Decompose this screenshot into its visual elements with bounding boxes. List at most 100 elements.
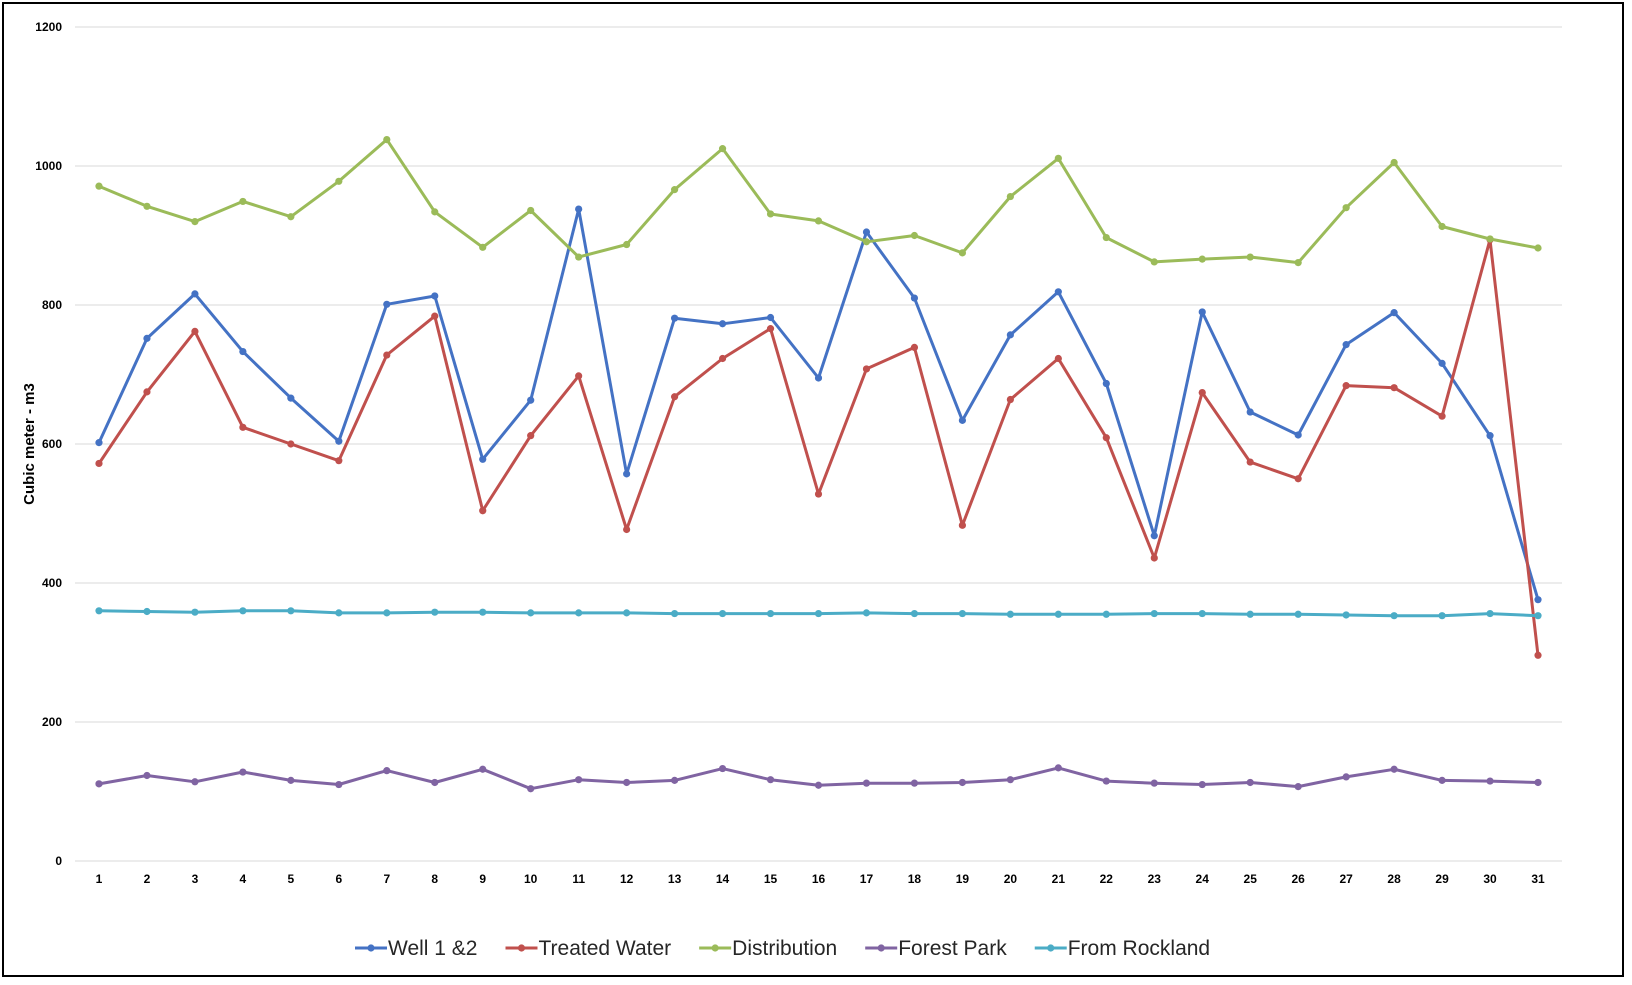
data-point-forest-park-29 [1438,776,1446,784]
data-point-forest-park-31 [1534,778,1542,787]
data-point-distribution-22 [1102,233,1110,242]
x-tick-label-25: 25 [1244,872,1258,886]
y-tick-label-800: 800 [42,298,62,312]
x-tick-label-21: 21 [1052,872,1066,886]
data-point-from-rockland-28 [1390,612,1398,620]
x-axis-ticks: 1 2 3 4 5 6 7 8 9 10 11 12 13 14 15 16 17 18 19 20 21 22 23 24 2… [96,872,1545,886]
y-axis-label: Cubic meter - m3 [21,383,38,505]
data-point-treated-water-16 [814,490,823,498]
x-tick-label-12: 12 [620,872,634,886]
data-point-well-1-2-8 [431,292,439,300]
data-point-forest-park-10 [527,785,535,793]
y-tick-label-200: 200 [42,715,62,729]
y-tick-label-1200: 1200 [35,20,62,34]
data-point-well-1-2-18 [910,294,919,302]
data-point-distribution-30 [1486,235,1494,243]
data-point-distribution-3 [191,218,199,226]
data-point-treated-water-26 [1294,475,1302,483]
series-distribution [95,135,1542,267]
data-point-from-rockland-15 [766,609,775,618]
data-point-well-1-2-4 [239,347,247,356]
data-point-forest-park-7 [383,767,391,775]
data-point-distribution-12 [623,240,631,249]
data-point-forest-park-15 [766,776,775,784]
data-point-from-rockland-16 [814,609,823,618]
y-tick-label-0: 0 [55,854,62,868]
data-point-from-rockland-31 [1534,612,1542,620]
data-point-forest-park-25 [1246,778,1254,787]
data-point-treated-water-6 [335,457,343,465]
series-lines [95,135,1542,793]
data-point-well-1-2-29 [1438,359,1446,367]
data-point-from-rockland-18 [910,609,919,618]
legend-label-distribution: Distribution [732,937,837,960]
x-tick-label-29: 29 [1435,872,1449,886]
data-point-from-rockland-29 [1438,612,1446,620]
data-point-distribution-7 [383,135,391,144]
data-point-forest-park-19 [958,778,967,787]
data-point-treated-water-8 [431,312,439,320]
legend-item-well-1-2: Well 1 &2 [355,937,478,960]
data-point-forest-park-18 [910,779,919,787]
data-point-well-1-2-16 [814,374,823,382]
data-point-treated-water-23 [1150,554,1158,562]
data-point-treated-water-7 [383,351,391,359]
data-point-treated-water-1 [95,459,103,468]
series-treated-water [95,236,1542,659]
data-point-treated-water-27 [1342,382,1350,390]
data-point-from-rockland-20 [1006,610,1014,618]
data-point-well-1-2-11 [575,205,583,213]
data-point-distribution-4 [239,197,247,206]
data-point-well-1-2-1 [95,439,103,447]
legend-swatch-marker-forest-park [877,944,885,952]
data-point-forest-park-5 [287,776,295,784]
x-tick-label-6: 6 [335,872,342,886]
data-point-distribution-28 [1390,158,1398,167]
data-point-treated-water-13 [670,393,679,401]
data-point-distribution-29 [1438,222,1446,231]
data-point-treated-water-5 [287,440,295,448]
data-point-distribution-26 [1294,259,1302,267]
data-point-distribution-17 [862,238,871,246]
data-point-from-rockland-23 [1150,609,1158,618]
data-point-well-1-2-12 [623,470,631,478]
data-point-distribution-18 [910,231,919,240]
data-point-distribution-19 [958,249,967,257]
data-point-well-1-2-28 [1390,309,1398,317]
data-point-distribution-21 [1054,154,1062,162]
data-point-distribution-10 [527,206,535,215]
data-point-well-1-2-13 [670,314,679,322]
data-point-from-rockland-1 [95,607,103,615]
x-tick-label-18: 18 [908,872,922,886]
data-point-distribution-2 [143,202,151,210]
data-point-from-rockland-17 [862,609,871,617]
data-point-well-1-2-14 [718,320,727,328]
data-point-from-rockland-27 [1342,611,1350,619]
data-point-from-rockland-4 [239,607,247,615]
y-tick-label-400: 400 [42,576,62,590]
x-tick-label-23: 23 [1148,872,1162,886]
data-point-forest-park-8 [431,778,439,787]
data-point-from-rockland-22 [1102,610,1110,618]
legend-swatch-marker-from-rockland [1047,944,1055,952]
data-point-well-1-2-20 [1006,331,1014,339]
data-point-forest-park-26 [1294,783,1302,791]
data-point-from-rockland-9 [479,608,487,616]
y-tick-label-600: 600 [42,437,62,451]
data-point-forest-park-6 [335,780,343,789]
data-point-from-rockland-7 [383,609,391,617]
data-point-from-rockland-14 [718,609,727,618]
data-point-forest-park-13 [670,776,679,784]
data-point-distribution-11 [575,253,583,261]
legend-swatch-marker-distribution [711,944,719,952]
data-point-well-1-2-5 [287,394,295,402]
data-point-forest-park-17 [862,779,871,787]
data-point-distribution-9 [479,243,487,251]
data-point-forest-park-28 [1390,765,1398,773]
data-point-forest-park-22 [1102,777,1110,785]
data-point-treated-water-20 [1006,395,1014,404]
series-from-rockland [95,607,1542,620]
data-point-distribution-14 [718,145,727,153]
data-point-treated-water-11 [575,372,583,380]
legend-item-from-rockland: From Rockland [1034,937,1210,960]
